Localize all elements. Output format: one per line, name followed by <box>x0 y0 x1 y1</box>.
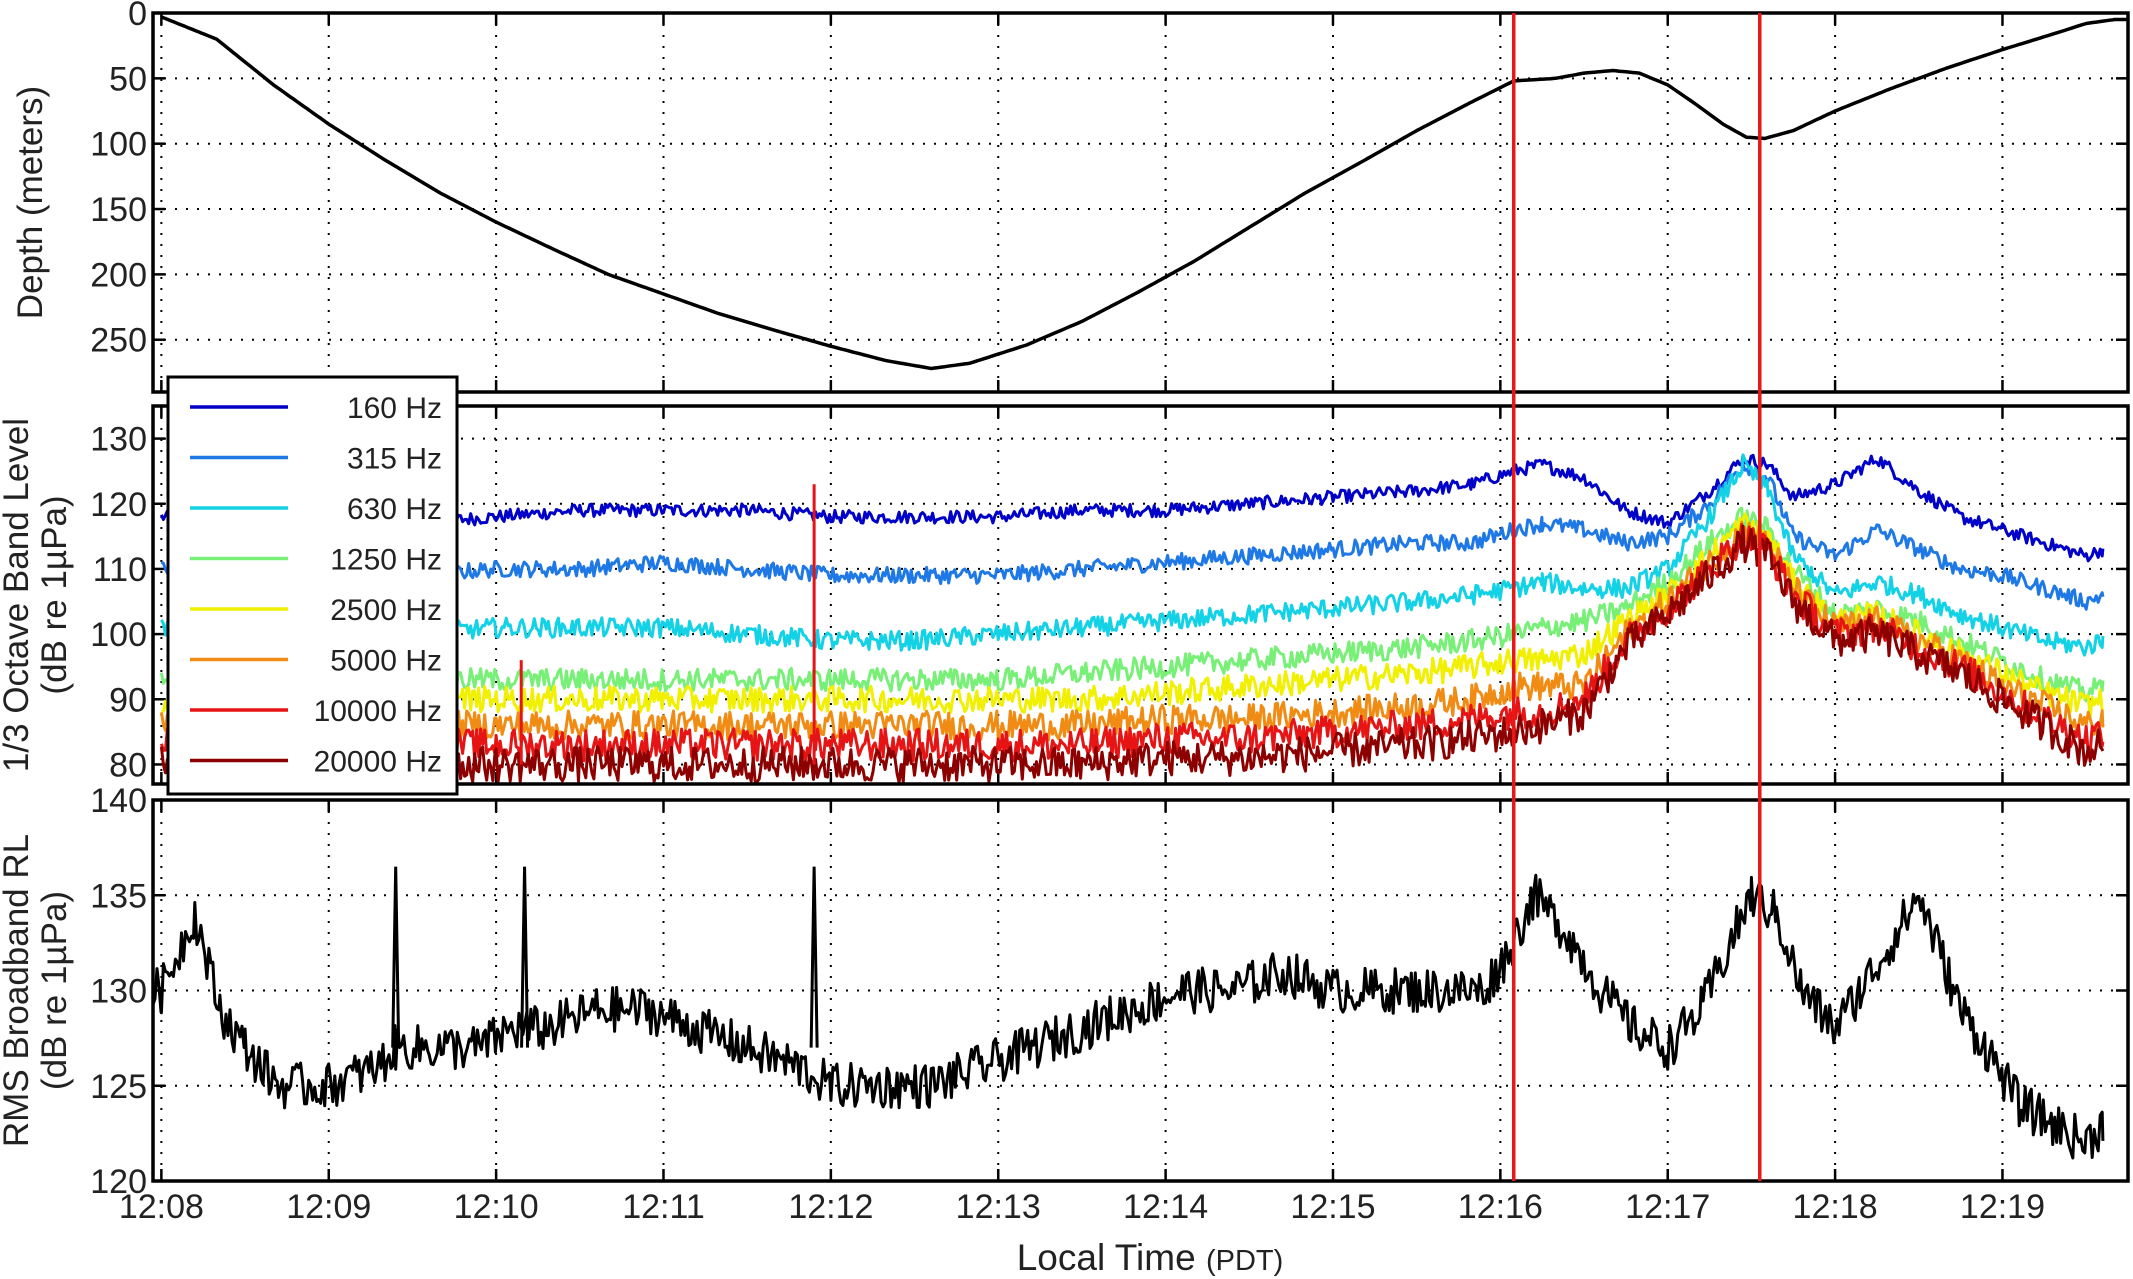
legend-label: 5000 Hz <box>330 645 442 678</box>
broadband-spike <box>520 866 530 1048</box>
y-tick-label: 130 <box>90 973 147 1011</box>
y-axis-label: Depth (meters) <box>11 86 50 319</box>
y-tick-label: 130 <box>90 421 147 459</box>
y-tick-label: 50 <box>109 60 147 98</box>
x-tick-label: 12:19 <box>1960 1188 2045 1226</box>
broadband-panel: 120 125 130 135 140 RMS Broadband RL(dB re 1µ… <box>0 782 2130 1201</box>
y-tick-label: 150 <box>90 191 147 229</box>
y-tick-label: 120 <box>90 486 147 524</box>
y-tick-label: 90 <box>109 681 147 719</box>
x-tick-label: 12:14 <box>1123 1188 1208 1226</box>
x-tick-label: 12:13 <box>956 1188 1041 1226</box>
axes-frame <box>151 404 2130 786</box>
legend-label: 160 Hz <box>347 392 442 425</box>
broadband-spike <box>391 866 401 1048</box>
legend-box <box>166 375 459 796</box>
octave-band-panel: 80 90 100 110 120 130 1/3 Octave Band Level(dB… <box>0 404 2130 786</box>
y-tick-label: 125 <box>90 1068 147 1106</box>
legend-label: 1250 Hz <box>330 544 442 577</box>
depth-panel: 0 50 100 150 200 250 Depth (meters) <box>11 0 2130 394</box>
x-tick-label: 12:16 <box>1458 1188 1543 1226</box>
y-axis-label: 1/3 Octave Band Level(dB re 1µPa) <box>0 418 74 772</box>
x-tick-label: 12:15 <box>1290 1188 1375 1226</box>
axes-frame <box>151 11 2130 394</box>
legend-label: 315 Hz <box>347 443 442 476</box>
y-tick-label: 110 <box>93 551 147 589</box>
series-line-630-hz <box>160 453 2105 657</box>
y-tick-label: 100 <box>90 126 147 164</box>
y-tick-label: 120 <box>90 1163 147 1201</box>
y-tick-label: 140 <box>90 782 147 820</box>
axes-frame <box>151 798 2130 1183</box>
broadband-spike <box>809 866 819 1048</box>
legend-label: 10000 Hz <box>314 695 442 728</box>
series-group <box>160 15 2128 371</box>
x-axis-label: Local Time (PDT) <box>1017 1237 1284 1278</box>
y-tick-label: 250 <box>90 322 147 360</box>
y-tick-label: 80 <box>109 746 147 784</box>
series-group <box>153 866 2105 1160</box>
x-tick-label: 12:09 <box>286 1188 371 1226</box>
x-tick-label: 12:10 <box>454 1188 539 1226</box>
legend-label: 2500 Hz <box>330 594 442 627</box>
y-tick-label: 200 <box>90 256 147 294</box>
x-tick-label: 12:17 <box>1625 1188 1710 1226</box>
y-tick-label: 0 <box>128 0 147 33</box>
series-line-20000-hz <box>159 524 2105 784</box>
series-line-315-hz <box>160 462 2105 611</box>
x-tick-label: 12:12 <box>788 1188 873 1226</box>
series-line-160-hz <box>160 453 2105 563</box>
series-line-2 <box>153 873 2105 1160</box>
y-tick-label: 100 <box>90 616 147 654</box>
series-group <box>159 453 2105 784</box>
legend-label: 20000 Hz <box>314 746 442 779</box>
y-tick-label: 135 <box>90 877 147 915</box>
series-line-0 <box>160 15 2128 371</box>
x-tick-label: 12:11 <box>622 1188 705 1226</box>
series-line-10000-hz <box>159 523 2105 763</box>
legend: 160 Hz 315 Hz 630 Hz 1250 Hz 2500 Hz 5000 Hz 1… <box>166 375 459 796</box>
legend-label: 630 Hz <box>347 493 442 526</box>
y-axis-label: RMS Broadband RL(dB re 1µPa) <box>0 834 74 1147</box>
x-axis: 12:08 12:09 12:10 12:11 12:12 12:13 12:14 12:15… <box>119 1188 2045 1278</box>
x-tick-label: 12:08 <box>119 1188 204 1226</box>
red-marker-lines <box>1511 13 1762 1181</box>
x-tick-label: 12:18 <box>1793 1188 1878 1226</box>
